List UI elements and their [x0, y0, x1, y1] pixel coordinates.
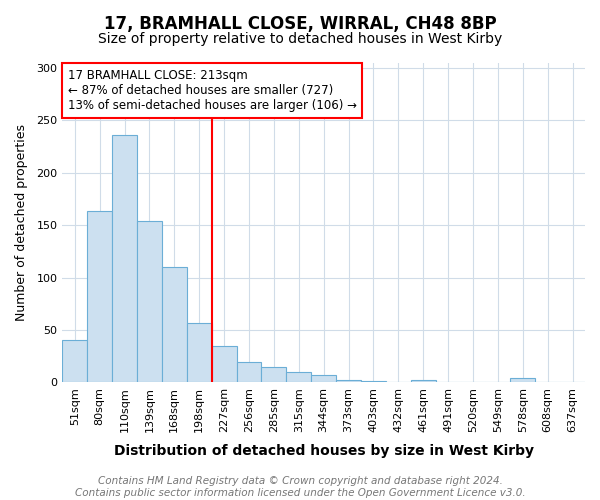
Y-axis label: Number of detached properties: Number of detached properties — [15, 124, 28, 321]
Bar — [162, 267, 187, 382]
Bar — [336, 380, 361, 382]
Bar — [511, 378, 535, 382]
X-axis label: Distribution of detached houses by size in West Kirby: Distribution of detached houses by size … — [113, 444, 533, 458]
Bar — [62, 340, 87, 382]
Bar — [262, 366, 286, 382]
Bar — [236, 362, 262, 382]
Text: Size of property relative to detached houses in West Kirby: Size of property relative to detached ho… — [98, 32, 502, 46]
Bar — [212, 346, 236, 383]
Bar — [286, 372, 311, 382]
Text: 17 BRAMHALL CLOSE: 213sqm
← 87% of detached houses are smaller (727)
13% of semi: 17 BRAMHALL CLOSE: 213sqm ← 87% of detac… — [68, 69, 356, 112]
Bar — [187, 322, 212, 382]
Bar — [112, 135, 137, 382]
Bar — [87, 212, 112, 382]
Text: Contains HM Land Registry data © Crown copyright and database right 2024.
Contai: Contains HM Land Registry data © Crown c… — [74, 476, 526, 498]
Bar — [311, 375, 336, 382]
Bar — [137, 221, 162, 382]
Text: 17, BRAMHALL CLOSE, WIRRAL, CH48 8BP: 17, BRAMHALL CLOSE, WIRRAL, CH48 8BP — [104, 15, 496, 33]
Bar — [411, 380, 436, 382]
